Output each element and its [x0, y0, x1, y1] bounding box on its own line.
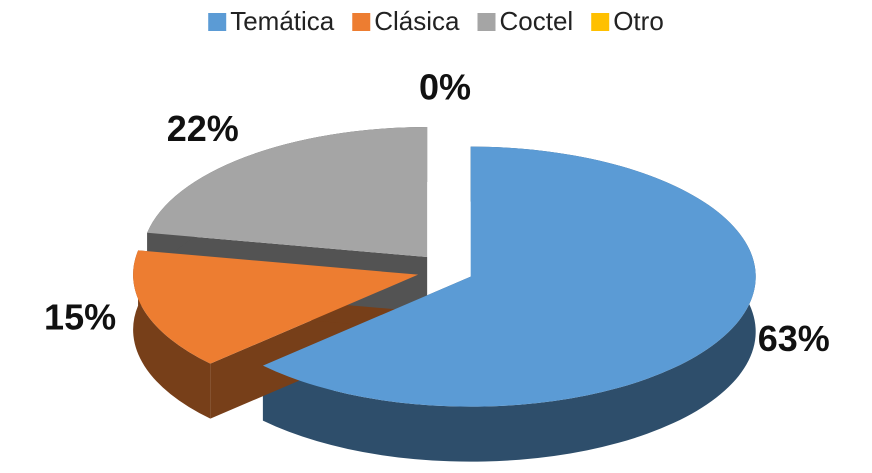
legend-label: Temática: [230, 6, 335, 36]
value-labels: 63% 15% 22% 0%: [44, 67, 830, 359]
slice: [262, 146, 756, 407]
legend-swatch: [477, 13, 496, 31]
legend-label: Clásica: [374, 6, 460, 36]
legend-swatch: [352, 13, 371, 31]
legend-label: Otro: [613, 6, 664, 36]
slice-side: [262, 146, 756, 462]
legend-label: Coctel: [500, 6, 574, 36]
pie-tops: [133, 127, 756, 407]
slice: [147, 127, 428, 258]
legend-swatch: [208, 13, 227, 31]
value-label: 0%: [419, 67, 471, 108]
value-label: 63%: [758, 318, 830, 359]
slice: [133, 250, 419, 364]
legend-swatch: [591, 13, 610, 31]
value-label: 22%: [167, 108, 239, 149]
value-label: 15%: [44, 297, 116, 338]
legend: Temática Clásica Coctel Otro: [208, 6, 664, 36]
slice-side: [133, 250, 211, 419]
